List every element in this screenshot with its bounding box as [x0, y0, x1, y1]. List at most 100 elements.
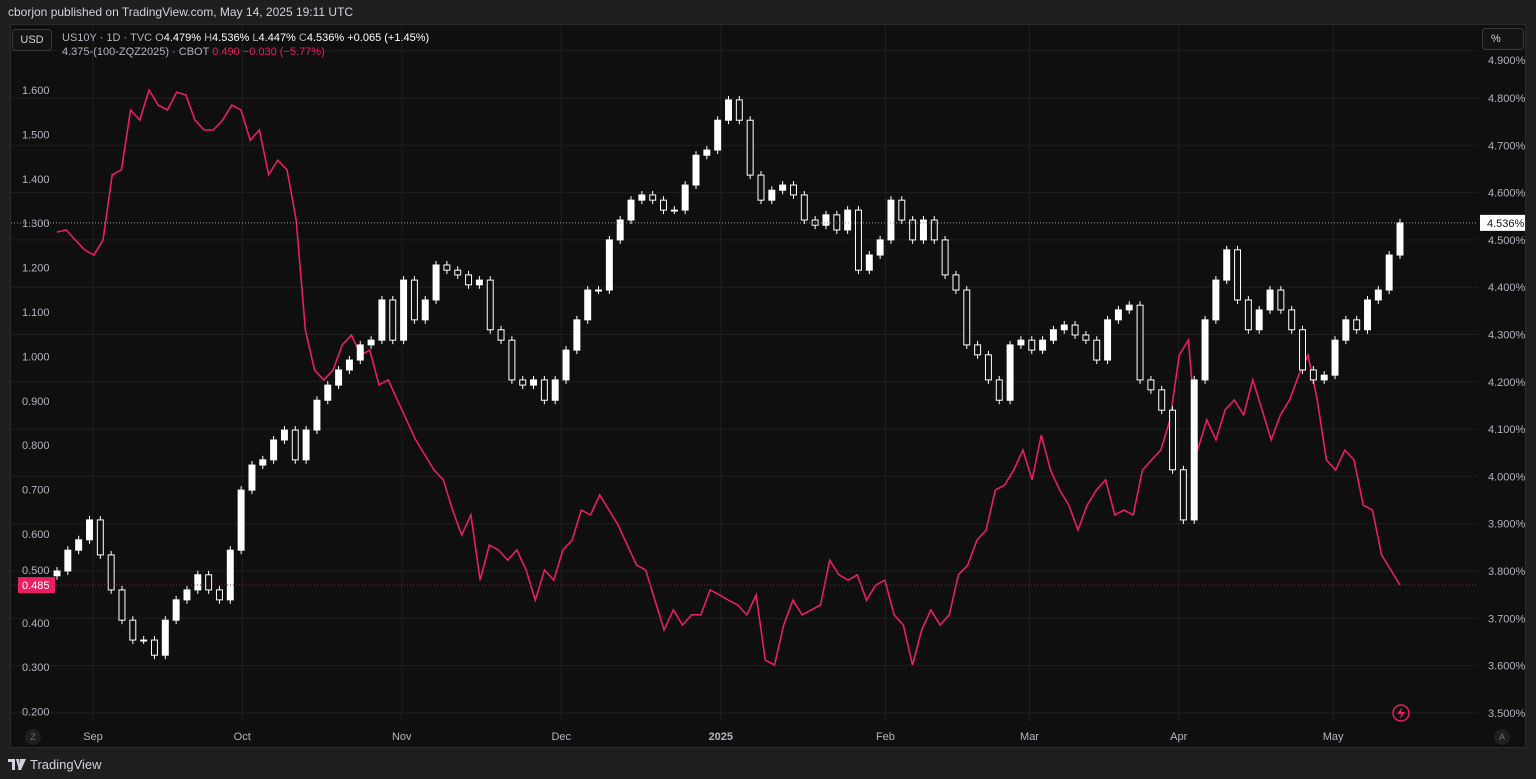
candle	[530, 379, 538, 386]
candle	[1331, 339, 1339, 376]
series2-change: −0.030 (−5.77%)	[242, 46, 325, 58]
candle	[1104, 319, 1112, 361]
left-tick-label: 0.500	[22, 565, 50, 577]
candle	[1136, 304, 1144, 381]
candle	[280, 429, 288, 441]
series2-value: 0.490	[212, 46, 240, 58]
left-tick-label: 1.600	[22, 85, 50, 97]
left-tick-label: 1.500	[22, 129, 50, 141]
candle	[421, 299, 429, 321]
zoom-reset-button[interactable]: Z	[25, 729, 41, 745]
candle	[1396, 222, 1404, 256]
candle	[865, 254, 873, 271]
candle	[822, 214, 830, 226]
legend-main: US10Y · 1D · TVC O4.479% H4.536% L4.447%…	[62, 32, 429, 44]
right-tick-label: 4.900%	[1488, 55, 1526, 67]
candle	[1266, 289, 1274, 311]
last-price-label: 4.536%	[1487, 218, 1525, 230]
candle	[64, 549, 72, 572]
time-axis: Sep Oct Nov Dec 2025 Feb Mar Apr May	[83, 731, 1344, 743]
footer-brand[interactable]: TradingView	[8, 757, 102, 772]
candle	[1342, 319, 1350, 341]
candle	[941, 239, 949, 276]
candle	[540, 379, 548, 401]
candle	[919, 219, 927, 241]
candle	[800, 194, 808, 221]
left-tick-label: 1.300	[22, 218, 50, 230]
right-tick-label: 3.800%	[1488, 566, 1526, 578]
time-tick-label: Feb	[876, 731, 895, 743]
candle	[215, 589, 223, 601]
candle	[963, 289, 971, 346]
candle	[844, 209, 852, 231]
candle	[1353, 319, 1361, 331]
candle	[1223, 249, 1231, 281]
candle	[519, 379, 527, 386]
right-tick-label: 4.300%	[1488, 330, 1526, 342]
candle	[378, 299, 386, 341]
candle	[53, 570, 61, 577]
right-tick-label: 4.600%	[1488, 188, 1526, 200]
l-label: L	[252, 32, 259, 44]
candle	[226, 549, 234, 601]
candle	[995, 379, 1003, 401]
right-tick-label: 4.400%	[1488, 282, 1526, 294]
candle	[1082, 334, 1090, 341]
candle	[259, 459, 267, 466]
auto-scale-button[interactable]: A	[1494, 729, 1510, 745]
candle	[638, 194, 646, 201]
candle	[475, 279, 483, 286]
time-tick-label: Mar	[1020, 731, 1039, 743]
candle	[1201, 319, 1209, 381]
candle	[1147, 379, 1155, 391]
left-tick-label: 0.400	[22, 618, 50, 630]
tradingview-logo-icon	[8, 758, 26, 770]
candle	[605, 239, 613, 291]
candle	[1017, 339, 1025, 346]
time-tick-label: Oct	[234, 731, 251, 743]
candle	[1374, 289, 1382, 301]
c-label: C	[298, 32, 307, 44]
right-tick-label: 3.700%	[1488, 613, 1526, 625]
lightning-icon[interactable]	[1391, 703, 1411, 723]
candle	[876, 239, 884, 256]
candle	[324, 384, 332, 401]
candle	[768, 189, 776, 201]
candle	[779, 184, 787, 191]
time-tick-label: 2025	[709, 731, 733, 743]
candle	[291, 429, 299, 461]
candle	[551, 379, 559, 401]
candle	[1299, 329, 1307, 371]
candle	[150, 639, 158, 656]
legend-symbol: US10Y · 1D · TVC	[62, 32, 153, 44]
candle	[443, 264, 451, 271]
candle	[86, 519, 93, 541]
candle	[1212, 279, 1220, 321]
candle	[410, 279, 418, 321]
legend-second: 4.375-(100-ZQZ2025) · CBOT 0.490 −0.030 …	[62, 46, 325, 58]
right-tick-label: 4.800%	[1488, 93, 1526, 105]
candle	[670, 209, 678, 212]
candle	[497, 329, 505, 341]
percent-scale-button[interactable]: %	[1482, 28, 1524, 50]
change-value: +0.065 (+1.45%)	[347, 32, 430, 44]
candle	[714, 119, 722, 151]
candle	[584, 289, 592, 321]
candle	[75, 539, 83, 551]
candle	[345, 359, 353, 371]
candle	[107, 554, 115, 591]
zq-line	[56, 88, 1401, 667]
close-value: 4.536%	[306, 32, 345, 44]
currency-button[interactable]: USD	[12, 29, 52, 51]
candle	[172, 599, 180, 621]
candle	[984, 354, 992, 381]
left-tick-label: 1.100	[22, 307, 50, 319]
candle	[161, 619, 169, 656]
grid	[11, 25, 1478, 722]
candle	[1125, 304, 1133, 311]
candle	[1093, 339, 1101, 361]
candle	[367, 339, 375, 346]
brand-name: TradingView	[30, 757, 102, 772]
right-tick-label: 4.100%	[1488, 424, 1526, 436]
